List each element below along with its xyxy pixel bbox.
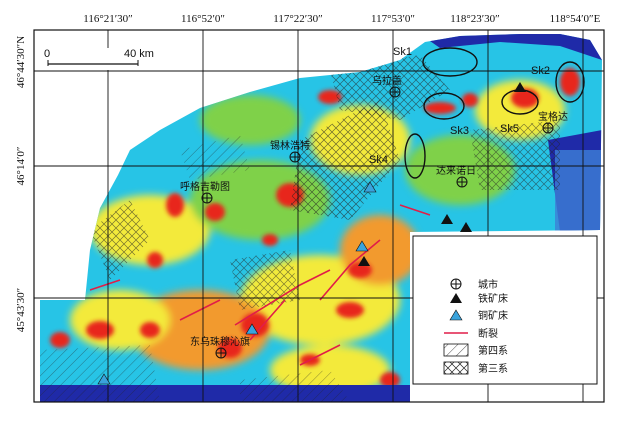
- zone-label-sk3: Sk3: [450, 125, 469, 137]
- zone-sk4-outline: [404, 133, 426, 179]
- city-marker: 东乌珠穆沁旗: [190, 335, 250, 359]
- tertiary-crosshatch-icon: [443, 361, 469, 375]
- legend-label: 铁矿床: [478, 292, 508, 305]
- anomaly-raster: [40, 34, 602, 402]
- scale-bar: 0 40 km: [44, 48, 154, 70]
- longitude-labels: 116°21′30″ 116°52′0″ 117°22′30″ 117°53′0…: [83, 13, 600, 25]
- zones: [404, 47, 585, 179]
- iron-deposit-icon: [450, 293, 462, 303]
- legend-item-fault: 断裂: [444, 327, 498, 340]
- iron-deposit-icon: [514, 82, 526, 92]
- zone-sk1-outline: [422, 47, 478, 77]
- iron-deposits: [358, 82, 526, 266]
- copper-deposit-icon: [97, 373, 111, 385]
- zone-sk2-outline: [555, 61, 585, 103]
- zone-label-sk1: Sk1: [393, 46, 412, 58]
- city-label: 东乌珠穆沁旗: [190, 335, 250, 348]
- zone-label-sk5: Sk5: [500, 123, 519, 135]
- zone-label-sk2: Sk2: [531, 65, 550, 77]
- lon-label: 116°21′30″: [83, 13, 132, 25]
- zone-sk3-outline: [423, 92, 465, 120]
- legend-label: 铜矿床: [478, 309, 508, 322]
- city-label: 呼格吉勒图: [180, 180, 230, 193]
- legend-item-copper: 铜矿床: [449, 309, 508, 322]
- city-label: 达来诺日: [436, 165, 476, 177]
- copper-deposit-icon: [355, 240, 369, 252]
- legend-label: 断裂: [478, 327, 498, 340]
- copper-deposit-icon: [245, 323, 259, 335]
- lat-label: 46°44′30″N: [15, 36, 27, 88]
- legend-label: 第三系: [478, 362, 508, 375]
- city-marker: 宝格达: [538, 110, 568, 134]
- legend-item-iron: 铁矿床: [450, 292, 508, 305]
- lon-label: 117°53′0″: [371, 13, 415, 25]
- cities: 乌拉盖 宝格达 锡林浩特 呼格吉勒图 东乌珠穆沁旗 达来诺日: [180, 74, 568, 359]
- legend: 城市 铁矿床 铜矿床 断裂 第四系 第三系: [412, 235, 598, 385]
- legend-label: 第四系: [478, 344, 508, 357]
- city-label: 宝格达: [538, 110, 568, 123]
- lat-label: 45°43′30″: [15, 288, 27, 332]
- city-label: 锡林浩特: [270, 139, 310, 152]
- quaternary-hatch-icon: [443, 343, 469, 357]
- city-label: 乌拉盖: [372, 74, 402, 87]
- iron-deposit-icon: [441, 214, 453, 224]
- copper-deposit-icon: [363, 181, 377, 193]
- lon-label: 118°23′30″: [450, 13, 499, 25]
- map-frame: [33, 29, 605, 403]
- lon-label: 117°22′30″: [273, 13, 322, 25]
- city-marker: 呼格吉勒图: [180, 180, 230, 204]
- city-marker: 乌拉盖: [372, 74, 402, 98]
- latitude-labels: 46°44′30″N 46°14′0″ 45°43′30″: [15, 36, 27, 332]
- copper-deposits: [97, 181, 377, 385]
- city-marker: 达来诺日: [436, 165, 476, 188]
- city-marker: 锡林浩特: [270, 139, 310, 163]
- legend-label: 城市: [478, 278, 498, 291]
- copper-deposit-icon: [449, 309, 463, 321]
- zone-labels: Sk1 Sk2 Sk3 Sk4 Sk5: [369, 46, 550, 166]
- legend-item-tertiary: 第三系: [443, 361, 508, 375]
- zone-label-sk4: Sk4: [369, 154, 388, 166]
- iron-deposit-icon: [358, 256, 370, 266]
- scale-start: 0: [44, 48, 50, 60]
- lon-label: 118°54′0″E: [550, 13, 601, 25]
- lon-label: 116°52′0″: [181, 13, 225, 25]
- legend-item-quaternary: 第四系: [443, 343, 508, 357]
- iron-deposit-icon: [460, 222, 472, 232]
- scale-end: 40 km: [124, 48, 154, 60]
- legend-item-city: 城市: [450, 278, 498, 291]
- lat-label: 46°14′0″: [15, 147, 27, 186]
